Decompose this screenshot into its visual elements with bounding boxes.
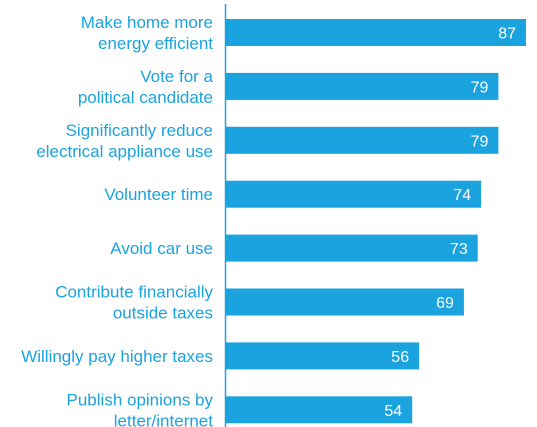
category-label: Vote for a political candidate bbox=[78, 67, 214, 107]
category-label: Contribute financially outside taxes bbox=[55, 283, 213, 323]
bar-value-label: 73 bbox=[450, 241, 468, 258]
category-label: Willingly pay higher taxes bbox=[21, 347, 213, 366]
category-label-line: letter/internet bbox=[114, 411, 213, 427]
bar-value-label: 56 bbox=[391, 349, 409, 366]
bar bbox=[226, 126, 499, 154]
category-label-line: energy efficient bbox=[98, 34, 213, 53]
category-label-line: Contribute financially bbox=[55, 283, 213, 302]
bar bbox=[226, 342, 420, 370]
category-label-line: Willingly pay higher taxes bbox=[21, 347, 213, 366]
category-label-line: electrical appliance use bbox=[36, 142, 213, 161]
bar bbox=[226, 72, 499, 100]
bar-value-label: 79 bbox=[471, 79, 489, 96]
bars: 87 Make home more energy efficient 79 Vote f… bbox=[21, 13, 526, 427]
category-label-line: Vote for a bbox=[140, 67, 213, 86]
category-label-line: political candidate bbox=[78, 88, 213, 107]
category-label-line: Significantly reduce bbox=[66, 121, 213, 140]
bar bbox=[226, 396, 413, 424]
bar-value-label: 79 bbox=[471, 133, 489, 150]
category-label-line: outside taxes bbox=[113, 304, 213, 323]
category-label: Significantly reduce electrical appliance… bbox=[36, 121, 213, 161]
bar-value-label: 87 bbox=[498, 26, 516, 43]
bar bbox=[226, 288, 464, 316]
category-label: Publish opinions by letter/internet bbox=[67, 390, 214, 427]
bar bbox=[226, 19, 526, 46]
bar bbox=[226, 180, 482, 208]
category-label-line: Avoid car use bbox=[110, 239, 213, 258]
bar-value-label: 74 bbox=[453, 187, 471, 204]
category-label: Avoid car use bbox=[110, 239, 213, 258]
bar bbox=[226, 234, 478, 262]
bar-value-label: 69 bbox=[436, 295, 454, 312]
category-label-line: Volunteer time bbox=[104, 185, 213, 204]
category-label: Make home more energy efficient bbox=[81, 13, 214, 53]
category-label-line: Make home more bbox=[81, 13, 213, 32]
category-label-line: Publish opinions by bbox=[67, 390, 214, 409]
bar-value-label: 54 bbox=[384, 403, 402, 420]
category-label: Volunteer time bbox=[104, 185, 213, 204]
